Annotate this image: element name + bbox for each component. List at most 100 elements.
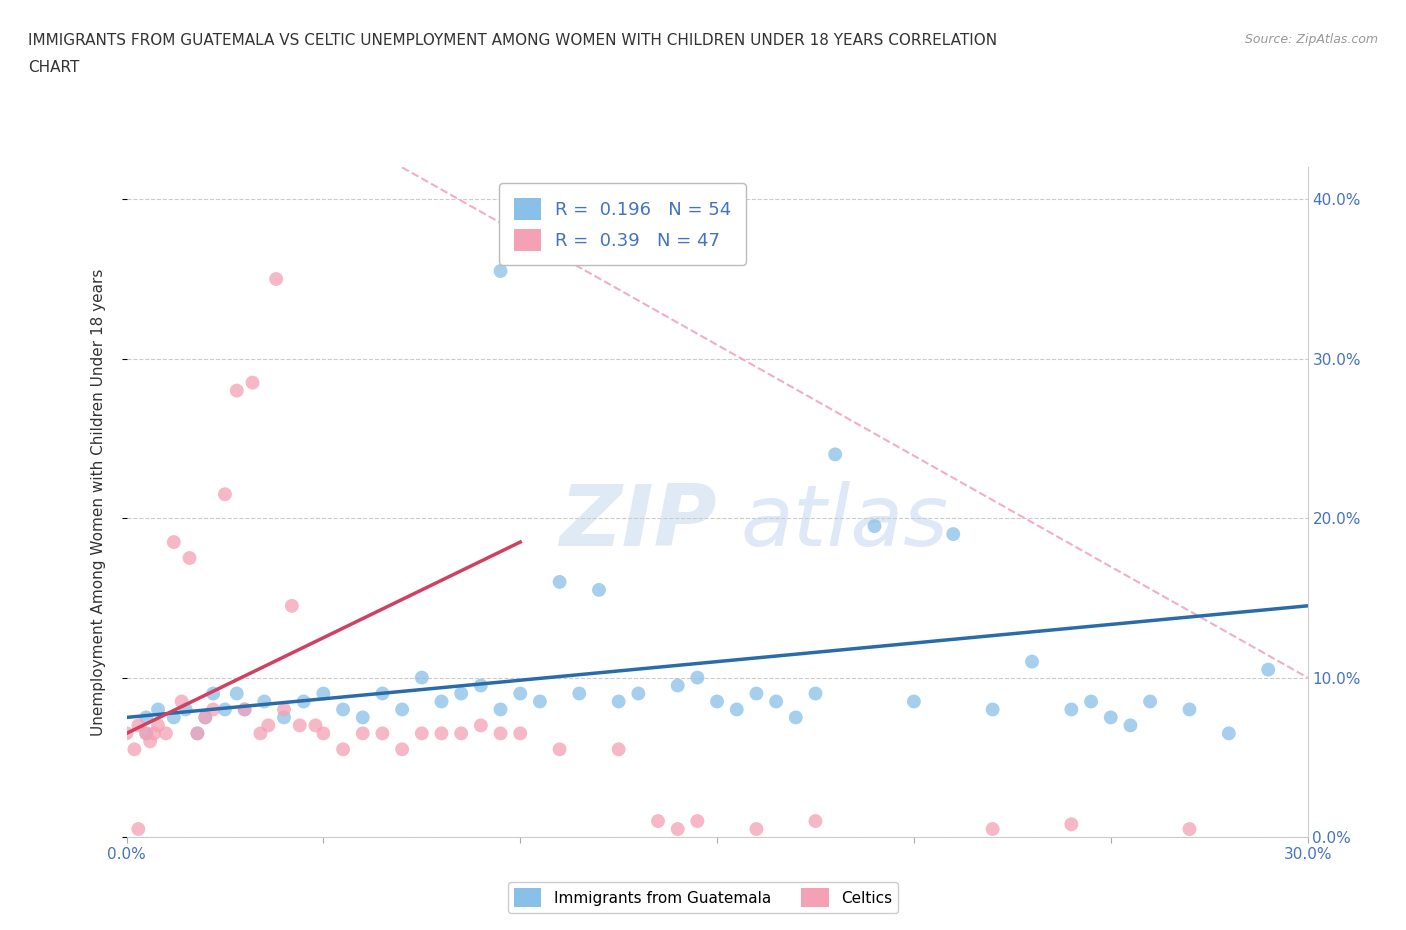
Point (242, 375, 264, 390)
Point (529, 694, 551, 709)
Point (568, 686, 591, 701)
Point (1178, 702, 1201, 717)
Point (548, 742, 571, 757)
Point (233, 702, 256, 717)
Point (607, 694, 630, 709)
Point (292, 694, 315, 709)
Point (127, 821, 149, 836)
Point (249, 726, 271, 741)
Point (430, 726, 453, 741)
Text: CHART: CHART (28, 60, 80, 75)
Text: IMMIGRANTS FROM GUATEMALA VS CELTIC UNEMPLOYMENT AMONG WOMEN WITH CHILDREN UNDER: IMMIGRANTS FROM GUATEMALA VS CELTIC UNEM… (28, 33, 997, 47)
Point (281, 598, 304, 613)
Point (214, 486, 236, 501)
Point (470, 678, 492, 693)
Point (1021, 654, 1043, 669)
Point (489, 702, 512, 717)
Point (115, 726, 138, 741)
Point (163, 710, 186, 724)
Point (214, 702, 236, 717)
Legend: R =  0.196   N = 54, R =  0.39   N = 47: R = 0.196 N = 54, R = 0.39 N = 47 (499, 183, 747, 265)
Point (548, 575, 571, 590)
Point (179, 551, 201, 565)
Point (124, 742, 146, 757)
Point (1139, 694, 1161, 709)
Point (450, 726, 472, 741)
Point (509, 726, 531, 741)
Point (135, 710, 157, 724)
Point (1080, 694, 1102, 709)
Point (981, 821, 1004, 836)
Point (170, 694, 193, 709)
Point (588, 582, 610, 597)
Point (686, 814, 709, 829)
Point (607, 742, 630, 757)
Point (233, 702, 256, 717)
Point (225, 686, 247, 701)
Text: ZIP: ZIP (560, 481, 717, 564)
Point (273, 710, 295, 724)
Point (332, 702, 354, 717)
Point (391, 742, 413, 757)
Point (804, 814, 827, 829)
Point (765, 694, 787, 709)
Point (411, 726, 433, 741)
Point (627, 686, 650, 701)
Point (903, 694, 925, 709)
Point (745, 686, 768, 701)
Point (288, 718, 311, 733)
Point (163, 535, 186, 550)
Point (202, 702, 225, 717)
Point (194, 710, 217, 724)
Point (146, 702, 169, 717)
Point (304, 718, 326, 733)
Point (411, 671, 433, 685)
Point (146, 718, 169, 733)
Point (863, 519, 886, 534)
Point (264, 272, 287, 286)
Point (312, 686, 335, 701)
Point (942, 526, 965, 541)
Point (257, 718, 280, 733)
Point (127, 718, 149, 733)
Point (225, 383, 247, 398)
Point (785, 710, 807, 724)
Point (1060, 817, 1083, 831)
Point (1060, 702, 1083, 717)
Point (391, 702, 413, 717)
Point (489, 263, 512, 278)
Point (706, 694, 728, 709)
Point (139, 734, 162, 749)
Point (155, 726, 177, 741)
Point (143, 726, 166, 741)
Point (312, 726, 335, 741)
Point (194, 710, 217, 724)
Legend: Immigrants from Guatemala, Celtics: Immigrants from Guatemala, Celtics (508, 883, 898, 913)
Point (489, 726, 512, 741)
Point (725, 702, 748, 717)
Point (135, 726, 157, 741)
Point (804, 686, 827, 701)
Point (1119, 718, 1142, 733)
Point (745, 821, 768, 836)
Point (352, 726, 374, 741)
Point (686, 671, 709, 685)
Text: Source: ZipAtlas.com: Source: ZipAtlas.com (1244, 33, 1378, 46)
Point (186, 726, 208, 741)
Point (509, 686, 531, 701)
Point (174, 702, 197, 717)
Point (1178, 821, 1201, 836)
Point (186, 726, 208, 741)
Point (1099, 710, 1122, 724)
Text: atlas: atlas (741, 481, 949, 564)
Point (202, 686, 225, 701)
Y-axis label: Unemployment Among Women with Children Under 18 years: Unemployment Among Women with Children U… (91, 269, 105, 736)
Point (332, 742, 354, 757)
Point (1218, 726, 1240, 741)
Point (273, 702, 295, 717)
Point (352, 710, 374, 724)
Point (371, 726, 394, 741)
Point (371, 686, 394, 701)
Point (430, 694, 453, 709)
Point (450, 686, 472, 701)
